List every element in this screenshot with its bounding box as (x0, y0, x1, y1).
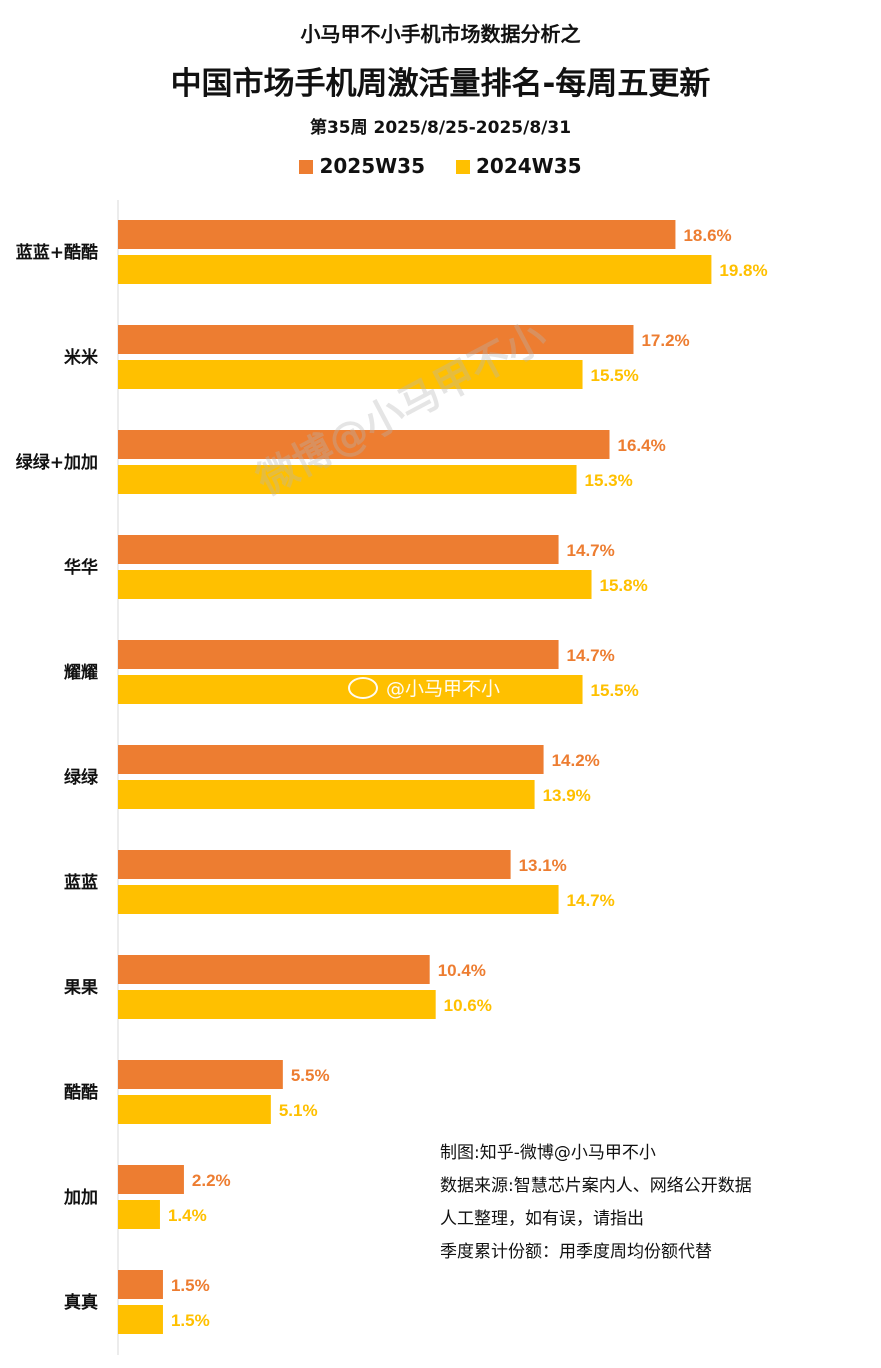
data-label: 13.9% (543, 786, 591, 805)
data-label: 1.5% (171, 1311, 210, 1330)
data-label: 5.5% (291, 1066, 330, 1085)
category-label: 加加 (63, 1188, 98, 1208)
bar-2024W35-1 (118, 360, 583, 389)
data-label: 5.1% (279, 1101, 318, 1120)
bar-2025W35-6 (118, 850, 511, 879)
legend-label-2024: 2024W35 (475, 154, 582, 178)
bar-2025W35-9 (118, 1165, 184, 1194)
data-label: 15.5% (591, 681, 639, 700)
legend-item-2025: 2025W35 (299, 154, 425, 178)
category-label: 绿绿 (64, 767, 99, 788)
inline-watermark-text: @小马甲不小 (386, 678, 501, 700)
category-label: 蓝蓝+酷酷 (16, 242, 98, 263)
category-label: 果果 (64, 978, 98, 998)
chart-subtitle: 第35周 2025/8/25-2025/8/31 (309, 118, 572, 138)
data-label: 14.7% (567, 541, 615, 560)
legend-label-2025: 2025W35 (319, 154, 426, 178)
chart-supertitle: 小马甲不小手机市场数据分析之 (300, 22, 581, 46)
bar-2024W35-9 (118, 1200, 160, 1229)
bar-2025W35-8 (118, 1060, 283, 1089)
data-label: 17.2% (641, 331, 689, 350)
data-label: 10.6% (444, 996, 492, 1015)
category-label: 酷酷 (64, 1082, 98, 1103)
bar-2025W35-7 (118, 955, 430, 984)
category-label: 蓝蓝 (64, 873, 98, 893)
data-label: 16.4% (618, 436, 666, 455)
bar-2024W35-8 (118, 1095, 271, 1124)
data-label: 2.2% (192, 1171, 231, 1190)
data-label: 18.6% (683, 226, 731, 245)
bar-2025W35-5 (118, 745, 544, 774)
note-line: 人工整理，如有误，请指出 (440, 1209, 644, 1229)
weibo-logo-icon (348, 677, 378, 699)
category-label: 米米 (64, 347, 99, 368)
bar-2024W35-3 (118, 570, 592, 599)
note-line: 制图:知乎-微博@小马甲不小 (440, 1143, 656, 1163)
data-label: 14.7% (567, 646, 615, 665)
bar-2024W35-6 (118, 885, 559, 914)
data-label: 1.5% (171, 1276, 210, 1295)
chart-title: 中国市场手机周激活量排名-每周五更新 (170, 66, 711, 102)
bar-2025W35-2 (118, 430, 610, 459)
data-label: 10.4% (438, 961, 486, 980)
bar-2025W35-3 (118, 535, 559, 564)
bar-2025W35-0 (118, 220, 676, 249)
legend-item-2024: 2024W35 (455, 154, 582, 178)
category-label: 绿绿+加加 (16, 452, 98, 473)
data-label: 14.7% (567, 891, 615, 910)
data-label: 1.4% (168, 1206, 207, 1225)
bar-2025W35-4 (118, 640, 559, 669)
legend-swatch-2025 (299, 160, 314, 174)
data-label: 14.2% (552, 751, 600, 770)
data-label: 15.3% (585, 471, 633, 490)
data-label: 19.8% (719, 261, 767, 280)
data-label: 13.1% (519, 856, 567, 875)
legend-swatch-2024 (455, 160, 470, 174)
bar-2025W35-1 (118, 325, 634, 354)
note-line: 数据来源:智慧芯片案内人、网络公开数据 (440, 1176, 752, 1196)
data-label: 15.5% (591, 366, 639, 385)
legend: 2025W35 2024W35 (0, 154, 881, 178)
bar-2024W35-2 (118, 465, 577, 494)
bar-2024W35-0 (118, 255, 712, 284)
category-label: 华华 (64, 557, 98, 578)
data-label: 15.8% (600, 576, 648, 595)
bar-2025W35-10 (118, 1270, 163, 1299)
category-label: 耀耀 (64, 663, 98, 683)
bar-2024W35-10 (118, 1305, 163, 1334)
bar-2024W35-7 (118, 990, 436, 1019)
note-line: 季度累计份额：用季度周均份额代替 (440, 1242, 712, 1262)
bar-2024W35-5 (118, 780, 535, 809)
inline-watermark: @小马甲不小 (348, 674, 500, 701)
source-notes: 制图:知乎-微博@小马甲不小 数据来源:智慧芯片案内人、网络公开数据 人工整理，… (440, 1137, 752, 1269)
category-label: 真真 (64, 1292, 98, 1313)
